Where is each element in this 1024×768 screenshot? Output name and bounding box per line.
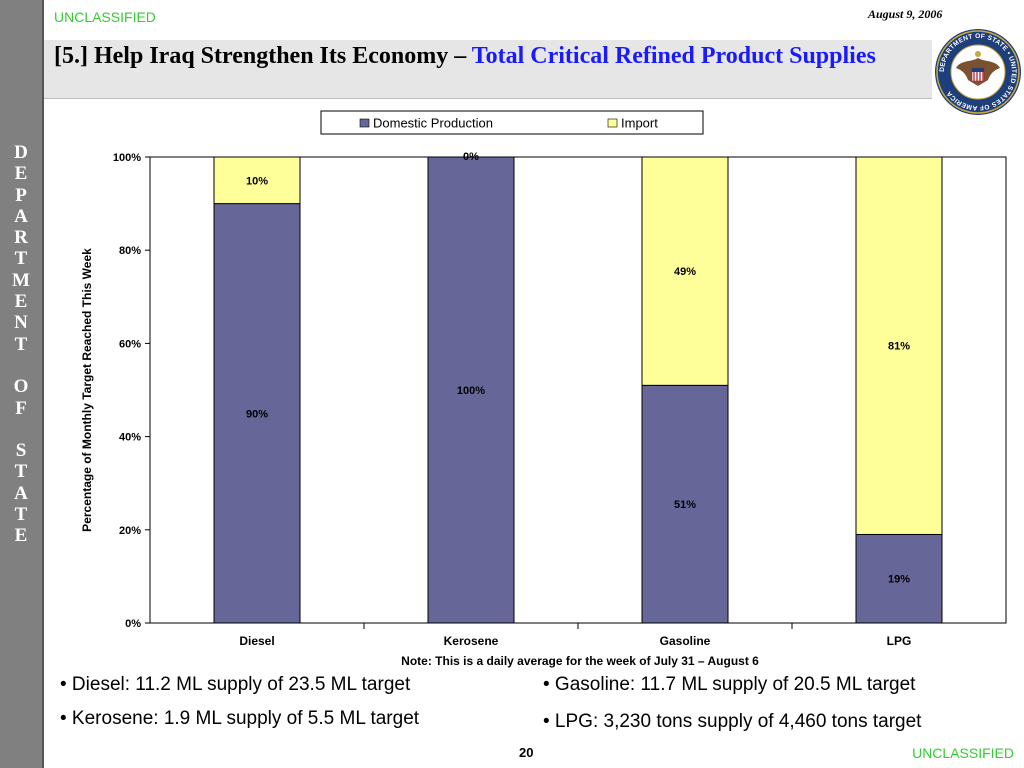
bullet-kerosene: • Kerosene: 1.9 ML supply of 5.5 ML targ… <box>60 708 420 729</box>
sidebar-letter: E <box>14 163 28 185</box>
state-department-seal: DEPARTMENT OF STATE • UNITED STATES OF A… <box>935 29 1021 115</box>
eagle-icon <box>956 51 1000 86</box>
y-axis-title: Percentage of Monthly Target Reached Thi… <box>80 248 94 532</box>
bar-domestic <box>427 156 515 624</box>
y-tick-label: 60% <box>119 338 141 350</box>
legend-box <box>320 110 704 135</box>
legend-label-domestic: Domestic Production <box>373 116 493 131</box>
chart-note: Note: This is a daily average for the we… <box>401 654 759 668</box>
sidebar-letter: T <box>14 333 28 355</box>
x-tick-label: LPG <box>887 634 912 648</box>
bullet-gasoline: • Gasoline: 11.7 ML supply of 20.5 ML ta… <box>543 674 916 695</box>
data-label: 10% <box>246 175 268 187</box>
bar-domestic <box>641 384 729 624</box>
data-label: 100% <box>457 385 485 397</box>
y-tick-label: 40% <box>119 432 141 444</box>
classification-bottom: UNCLASSIFIED <box>912 745 1014 761</box>
sidebar-letter: T <box>14 461 28 483</box>
y-tick-label: 100% <box>113 152 141 164</box>
data-label: 0% <box>463 151 479 163</box>
y-tick-label: 80% <box>119 245 141 257</box>
stacked-bar-chart: Domestic Production Import 0% 20% 40% 60% 80… <box>80 110 1007 668</box>
sidebar-letter: T <box>14 504 28 526</box>
x-tick-label: Gasoline <box>660 634 711 648</box>
sidebar-letter: A <box>14 482 28 504</box>
sidebar-letter: S <box>15 440 27 462</box>
y-tick-label: 20% <box>119 525 141 537</box>
legend-label-import: Import <box>621 116 658 131</box>
sidebar-letter: R <box>14 227 28 249</box>
slide-date: August 9, 2006 <box>868 7 943 21</box>
sidebar-letter: D <box>14 142 28 163</box>
bar-domestic <box>213 203 301 624</box>
bullet-lpg: • LPG: 3,230 tons supply of 4,460 tons t… <box>543 711 922 732</box>
slide-title: [5.] Help Iraq Strengthen Its Economy – … <box>54 40 934 73</box>
sidebar-letter: P <box>15 184 27 206</box>
title-main: [5.] Help Iraq Strengthen Its Economy – <box>54 43 472 69</box>
bar-domestic <box>855 533 943 624</box>
classification-top: UNCLASSIFIED <box>54 9 156 25</box>
sidebar-letter: M <box>12 269 30 291</box>
sidebar-letter: O <box>13 376 29 398</box>
title-accent: Total Critical Refined Product Supplies <box>471 43 876 69</box>
title-band <box>44 40 932 99</box>
legend: Domestic Production Import <box>320 110 704 135</box>
legend-swatch-import <box>607 118 618 128</box>
sidebar-letter: E <box>14 525 28 547</box>
data-label: 19% <box>888 574 910 586</box>
sidebar-letter: E <box>14 291 28 313</box>
data-label: 81% <box>888 341 910 353</box>
sidebar-bar <box>0 0 44 768</box>
sidebar-letter: T <box>14 248 28 270</box>
y-tick-label: 0% <box>125 618 141 630</box>
x-tick-label: Kerosene <box>444 634 499 648</box>
sidebar-letter: F <box>15 397 27 419</box>
bar-import <box>641 156 729 386</box>
data-label: 51% <box>674 499 696 511</box>
x-tick-label: Diesel <box>239 634 274 648</box>
bar-import <box>855 156 943 535</box>
data-label: 90% <box>246 408 268 420</box>
page-number: 20 <box>519 745 534 760</box>
bar-import <box>213 156 301 205</box>
bullet-diesel: • Diesel: 11.2 ML supply of 23.5 ML targ… <box>60 674 411 695</box>
sidebar-letter: N <box>14 312 28 334</box>
sidebar-letter: A <box>14 205 28 227</box>
legend-swatch-domestic <box>359 118 370 128</box>
data-label: 49% <box>674 266 696 278</box>
